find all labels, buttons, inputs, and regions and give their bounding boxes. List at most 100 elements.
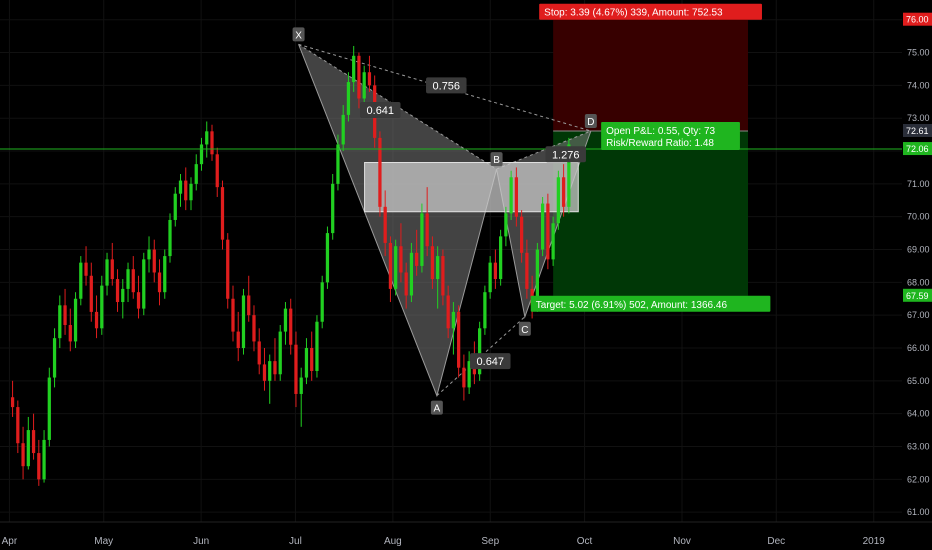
point-label-d: D [587, 117, 594, 128]
candle-down [63, 305, 67, 326]
candle-down [462, 367, 466, 388]
candle-down [10, 397, 15, 408]
candle-up [126, 269, 130, 289]
candle-down [226, 239, 230, 299]
pnl-label-line-2: Risk/Reward Ratio: 1.48 [606, 138, 714, 149]
candle-up [420, 213, 424, 266]
candle-up [278, 331, 282, 375]
x-tick-label: May [94, 536, 113, 547]
ratio-label-bg [360, 101, 401, 118]
candle-down [84, 262, 88, 276]
ratio-label-bg [545, 146, 586, 163]
candle-up [331, 183, 335, 234]
price-tag: 76.00 [906, 15, 929, 25]
y-tick-label: 68.00 [907, 277, 930, 287]
candle-up [42, 439, 46, 480]
x-tick-label: Sep [481, 536, 499, 547]
candle-down [215, 154, 219, 188]
ratio-label: 0.647 [477, 356, 505, 368]
candle-up [467, 361, 471, 388]
price-tag: 72.61 [906, 126, 929, 136]
stop-label-bg [539, 3, 762, 20]
candle-up [189, 183, 193, 201]
candle-up [283, 308, 288, 332]
y-tick-label: 66.00 [907, 343, 930, 353]
candle-up [79, 262, 83, 299]
candle-up [346, 82, 351, 115]
candle-down [357, 55, 361, 99]
candle-down [131, 269, 135, 293]
candle-up [173, 193, 177, 220]
candle-down [262, 364, 267, 381]
candle-up [205, 131, 209, 145]
candle-up [394, 246, 398, 289]
candle-down [388, 242, 393, 289]
y-tick-label: 61.00 [907, 507, 930, 517]
y-tick-label: 73.00 [907, 113, 930, 123]
candle-up [194, 164, 198, 184]
candle-down [457, 311, 461, 368]
candle-down [310, 348, 314, 371]
y-tick-label: 71.00 [907, 179, 930, 189]
price-tag: 72.06 [906, 144, 929, 154]
candle-down [210, 131, 214, 155]
candle-down [68, 325, 72, 342]
candle-down [94, 311, 99, 329]
point-label-bg [518, 321, 531, 336]
candle-down [152, 249, 156, 273]
y-axis: 61.00 62.00 63.00 64.00 65.00 66.00 67.00 68.00… [902, 0, 932, 550]
candle-up [352, 55, 356, 83]
point-label-b: B [493, 155, 500, 166]
candle-down [110, 259, 114, 280]
y-tick-label: 69.00 [907, 245, 930, 255]
candle-up [105, 259, 109, 286]
candle-down [16, 407, 20, 444]
candle-down [273, 361, 277, 375]
candle-down [136, 292, 141, 309]
x-tick-label: Oct [577, 536, 593, 547]
candle-up [142, 259, 146, 309]
pattern-ac-line [436, 316, 526, 396]
pnl-label-bg [601, 121, 740, 150]
candle-up [509, 177, 513, 214]
stop-label: Stop: 3.39 (4.67%) 339, Amount: 752.53 [544, 8, 723, 19]
y-tick-label: 62.00 [907, 474, 930, 484]
candle-up [488, 262, 492, 293]
x-tick-label: Apr [2, 536, 18, 547]
point-label-a: A [434, 404, 441, 415]
candle-up [47, 377, 51, 440]
candle-up [26, 430, 30, 467]
ratio-label: 1.276 [552, 149, 580, 161]
candle-down [31, 430, 36, 454]
point-label-bg [490, 152, 503, 167]
price-tag-bg [903, 288, 932, 302]
y-tick-label: 67.00 [907, 310, 930, 320]
candle-down [89, 275, 93, 312]
candle-up [168, 219, 172, 257]
candle-up [540, 203, 545, 250]
candle-down [399, 246, 403, 273]
candle-up [121, 288, 125, 303]
target-label-bg [530, 295, 771, 312]
x-tick-label: Nov [673, 536, 691, 547]
candle-up [268, 361, 272, 381]
target-label: Target: 5.02 (6.91%) 502, Amount: 1366.4… [536, 300, 728, 311]
candle-up [409, 252, 414, 296]
candle-down [425, 213, 429, 247]
ratio-label: 0.641 [367, 105, 395, 117]
candle-down [184, 180, 188, 201]
price-tag-bg [903, 12, 932, 26]
candle-up [362, 72, 366, 99]
candle-down [252, 315, 256, 342]
candle-up [451, 311, 456, 329]
x-axis: Apr May Jun Jul Aug Sep Oct Nov Dec 2019 [0, 521, 932, 547]
point-label-x: X [295, 30, 302, 41]
candle-down [231, 298, 235, 332]
point-label-bg [430, 400, 443, 415]
y-tick-label: 70.00 [907, 212, 930, 222]
candle-up [556, 177, 560, 224]
candles [10, 45, 571, 486]
candle-up [199, 144, 204, 165]
candle-up [478, 328, 482, 375]
